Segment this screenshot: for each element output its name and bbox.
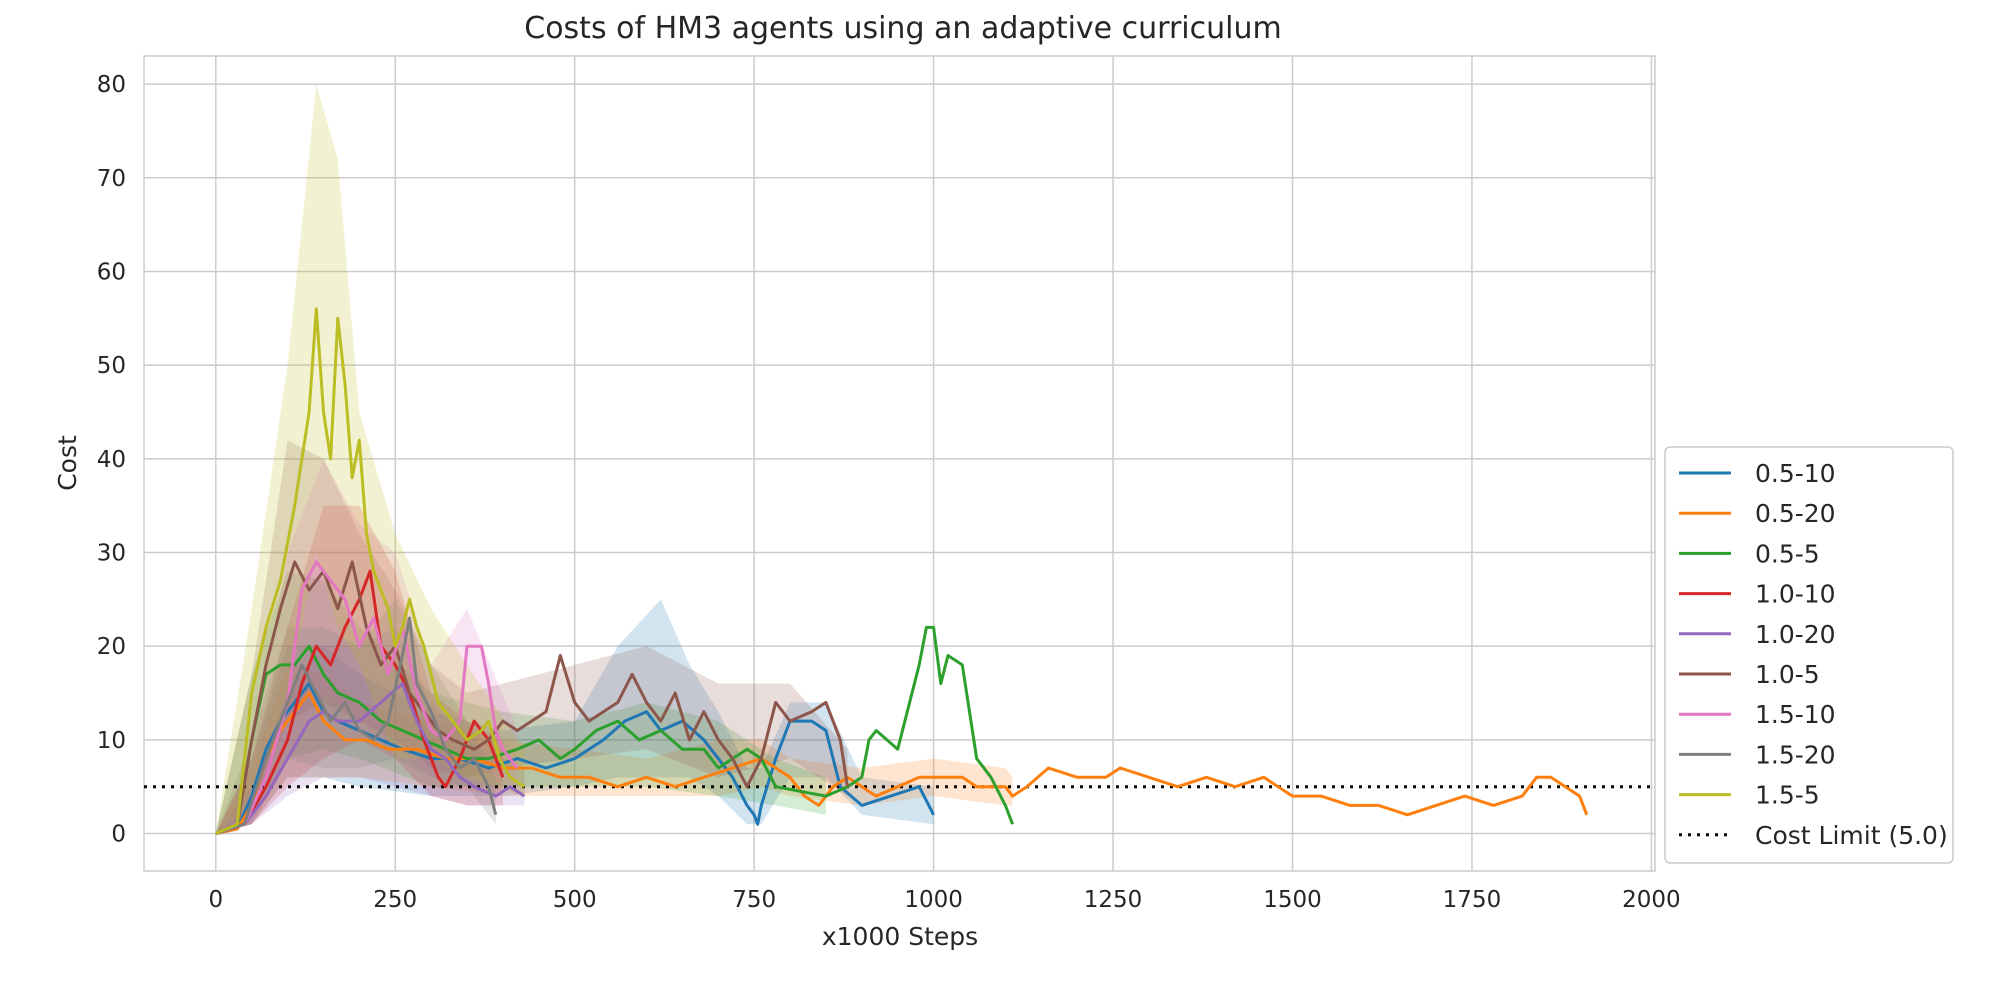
series-lines (215, 307, 1589, 835)
band-1-0-10 (215, 505, 503, 834)
legend-box (1664, 446, 1954, 864)
legend-label-1-0-20: 1.0-20 (1755, 620, 1836, 649)
grid (144, 56, 1655, 871)
legend-label-1-0-10: 1.0-10 (1755, 580, 1836, 609)
y-tick-label: 80 (97, 72, 126, 98)
band-0-5-20 (215, 664, 1013, 834)
x-axis-label: x1000 Steps (822, 922, 978, 951)
series-line-1-5-20 (215, 616, 498, 835)
x-tick-label: 750 (732, 887, 776, 913)
band-0-5-5 (215, 571, 826, 834)
series-line-0-5-5 (215, 625, 1015, 835)
x-tick-label: 500 (553, 887, 597, 913)
legend-label-0-5-5: 0.5-5 (1755, 539, 1820, 568)
x-tick-label: 250 (373, 887, 417, 913)
series-line-0-5-20 (215, 691, 1589, 835)
series-line-0-5-10 (215, 682, 935, 835)
x-tick-label: 1500 (1263, 887, 1322, 913)
y-tick-label: 0 (111, 822, 126, 848)
series-line-1-5-10 (215, 560, 519, 835)
x-tick-label: 2000 (1622, 887, 1681, 913)
x-tick-label: 1000 (904, 887, 963, 913)
y-tick-label: 70 (97, 166, 126, 192)
legend-label-cost-limit-5-0: Cost Limit (5.0) (1755, 821, 1948, 850)
legend: 0.5-10 0.5-20 0.5-5 1.0-10 1.0-20 1.0-5 1.5-10… (1664, 446, 1954, 864)
y-tick-label: 10 (97, 728, 126, 754)
series-line-1-0-20 (215, 682, 526, 835)
y-tick-label: 30 (97, 540, 126, 566)
chart-title: Costs of HM3 agents using an adaptive cu… (524, 11, 1281, 46)
y-axis-label: Cost (53, 435, 82, 491)
x-tick-label: 1250 (1084, 887, 1143, 913)
legend-label-0-5-10: 0.5-10 (1755, 459, 1836, 488)
x-tick-label: 0 (208, 887, 223, 913)
y-tick-label: 20 (97, 634, 126, 660)
legend-label-1-5-10: 1.5-10 (1755, 700, 1836, 729)
legend-label-0-5-20: 0.5-20 (1755, 499, 1836, 528)
x-tick-label: 1750 (1443, 887, 1502, 913)
band-1-5-5 (215, 84, 525, 834)
y-tick-label: 40 (97, 447, 126, 473)
legend-label-1-5-20: 1.5-20 (1755, 740, 1836, 769)
legend-label-1-5-5: 1.5-5 (1755, 781, 1820, 810)
tick-labels: 0 250 500 750 1000 1250 1500 1750 2000 0 10 20 30 40 5… (97, 72, 1681, 913)
series-line-1-5-5 (215, 307, 526, 835)
legend-label-1-0-5: 1.0-5 (1755, 660, 1820, 689)
y-tick-label: 60 (97, 259, 126, 285)
y-tick-label: 50 (97, 353, 126, 379)
